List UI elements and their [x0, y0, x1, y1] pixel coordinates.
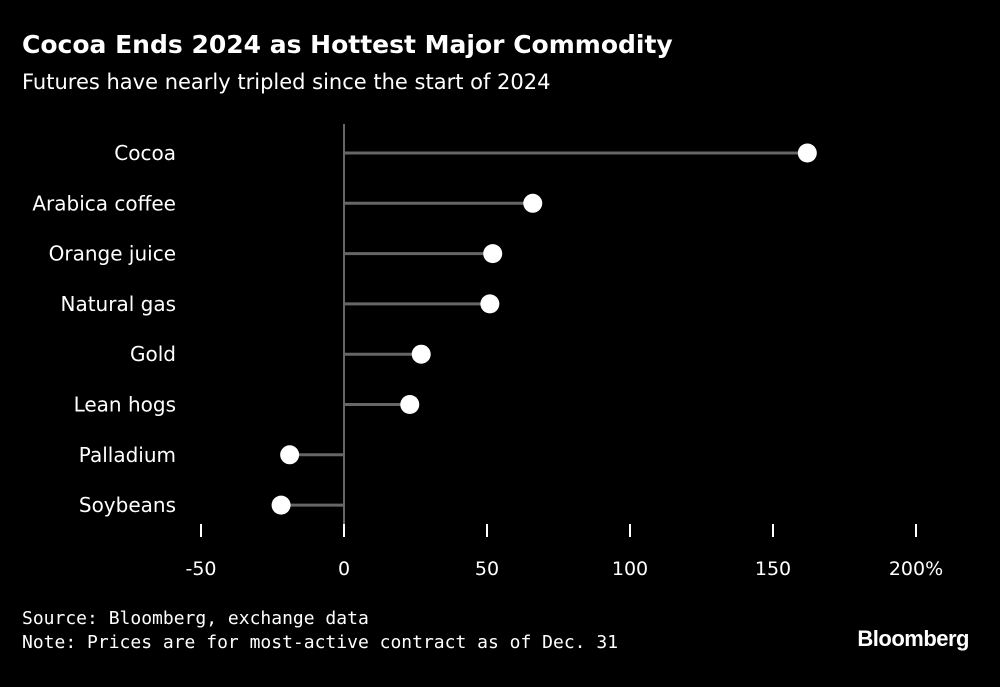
chart-subtitle: Futures have nearly tripled since the st…: [22, 70, 551, 94]
category-label: Arabica coffee: [32, 191, 176, 215]
x-tick-label: 50: [475, 558, 499, 580]
source-note: Source: Bloomberg, exchange data: [22, 608, 369, 629]
lollipop-dot: [797, 143, 817, 163]
x-tick-label: 150: [755, 558, 791, 580]
x-tick-label: 200%: [889, 558, 943, 580]
bloomberg-logo: Bloomberg: [857, 626, 969, 651]
category-label: Gold: [130, 342, 176, 366]
lollipop-dot: [523, 193, 543, 213]
x-tick-label: 100: [612, 558, 648, 580]
lollipop-dot: [483, 244, 503, 264]
x-tick-label: 0: [338, 558, 350, 580]
category-label: Orange juice: [49, 242, 176, 266]
x-tick-label: -50: [185, 558, 216, 580]
category-label: Natural gas: [61, 292, 177, 316]
category-label: Palladium: [79, 443, 176, 467]
lollipop-dot: [280, 445, 300, 465]
lollipop-dot: [480, 294, 500, 314]
category-label: Lean hogs: [74, 393, 176, 417]
category-label: Cocoa: [114, 141, 176, 165]
lollipop-dot: [400, 395, 420, 414]
lollipop-chart: -50 0 50 100 150 200% Cocoa Arabica coffee Orang…: [32, 124, 943, 580]
chart-title: Cocoa Ends 2024 as Hottest Major Commodi…: [22, 30, 673, 59]
footnote: Note: Prices are for most-active contrac…: [22, 632, 619, 653]
lollipop-dot: [271, 495, 291, 515]
lollipop-dot: [411, 344, 431, 364]
category-label: Soybeans: [79, 493, 176, 517]
